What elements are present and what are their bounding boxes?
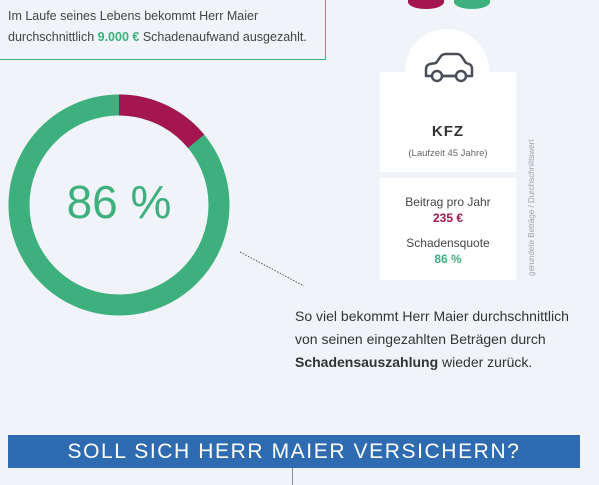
explanation-line-2: von seinen eingezahlten Beträgen durch: [295, 331, 546, 347]
explanation-keyword: Schadensauszahlung: [295, 354, 439, 370]
info-line-1: Im Laufe seines Lebens bekommt Herr Maie…: [8, 9, 259, 23]
info-line-2-prefix: durchschnittlich: [8, 30, 98, 44]
insurance-title: KFZ: [431, 123, 465, 140]
rounding-note: gerundete Beträge / Durchschnittswert: [527, 139, 536, 276]
loss-ratio-label: Schadensquote: [406, 236, 490, 250]
question-banner: SOLL SICH HERR MAIER VERSICHERN?: [8, 435, 580, 468]
premium-label: Beitrag pro Jahr: [405, 195, 491, 209]
info-line-2-suffix: Schadenaufwand ausgezahlt.: [139, 30, 307, 44]
banner-title: SOLL SICH HERR MAIER VERSICHERN?: [67, 440, 521, 463]
premium-value: 235 €: [432, 211, 464, 225]
loss-ratio-value: 86 %: [434, 252, 462, 266]
stats-panel: Beitrag pro Jahr 235 € Schadensquote 86 …: [380, 178, 516, 280]
info-box: Im Laufe seines Lebens bekommt Herr Maie…: [0, 0, 326, 60]
info-line-2: durchschnittlich 9.000 € Schadenaufwand …: [8, 30, 307, 44]
explanation-line-3: Schadensauszahlung wieder zurück.: [295, 351, 569, 374]
insurance-subtitle: (Laufzeit 45 Jahre): [408, 148, 488, 159]
loss-ratio-donut: [8, 94, 230, 316]
donut-percentage: 86 %: [66, 176, 172, 228]
coin-stack-icon: [408, 0, 490, 9]
explanation-line-1: So viel bekommt Herr Maier durchschnittl…: [295, 308, 569, 324]
explanation-line-3-rest: wieder zurück.: [438, 354, 533, 370]
connector-line: [239, 251, 305, 287]
car-icon: [424, 52, 474, 83]
info-amount: 9.000 €: [97, 30, 140, 44]
explanation-text: So viel bekommt Herr Maier durchschnittl…: [295, 305, 569, 374]
banner-connector-stub: [292, 468, 293, 485]
car-icon-circle: [405, 29, 489, 113]
donut-remainder-segment: [118, 94, 205, 149]
